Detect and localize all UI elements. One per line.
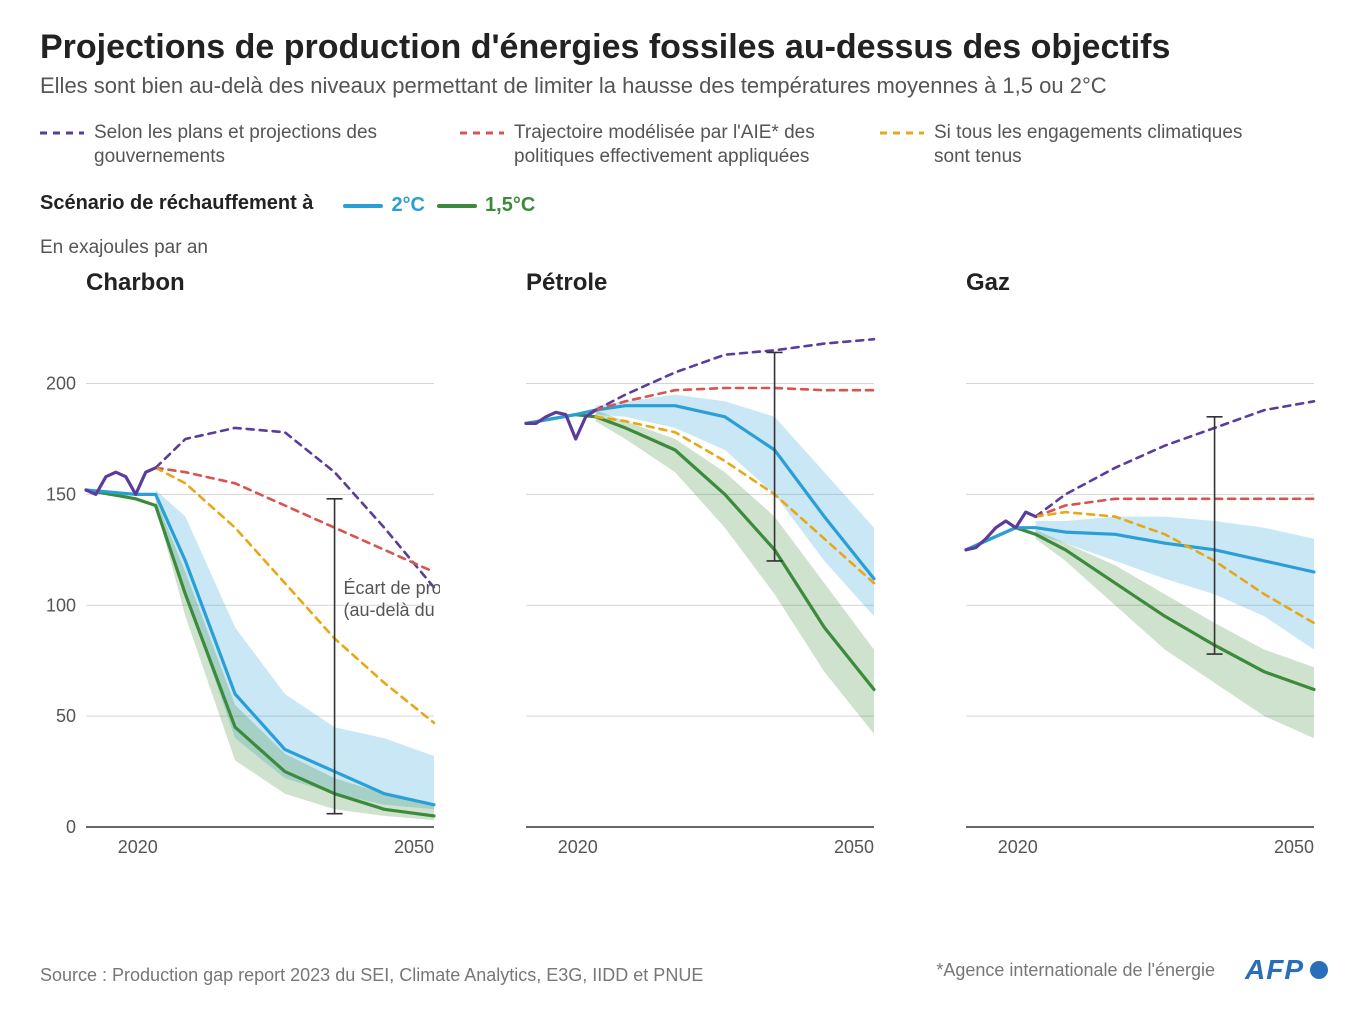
chart-svg: 2020 2050 xyxy=(480,307,880,867)
chart-title: Gaz xyxy=(966,269,1320,297)
legend-dashed-item: Si tous les engagements climatiques sont… xyxy=(880,121,1260,169)
chart-svg: Écart de production(au-delà du scénario … xyxy=(40,307,440,867)
chart-panel: Charbon Écart de production(au-delà du sc… xyxy=(40,269,440,872)
dash-swatch xyxy=(460,127,504,139)
chart-panel: Gaz 2020 2050 xyxy=(920,269,1320,872)
footnote-text: *Agence internationale de l'énergie xyxy=(936,960,1215,981)
legend-dashed-label: Trajectoire modélisée par l'AIE* des pol… xyxy=(514,121,840,169)
legend-dashed-item: Trajectoire modélisée par l'AIE* des pol… xyxy=(460,121,840,169)
legend-dashed-item: Selon les plans et projections des gouve… xyxy=(40,121,420,169)
page-subtitle: Elles sont bien au-delà des niveaux perm… xyxy=(40,73,1328,99)
legend-solid-intro: Scénario de réchauffement à xyxy=(40,192,313,215)
footer: Source : Production gap report 2023 du S… xyxy=(40,954,1328,986)
unit-label: En exajoules par an xyxy=(40,237,1328,259)
legend-solid: Scénario de réchauffement à 2°C 1,5°C xyxy=(40,191,1328,218)
y-tick-label: 50 xyxy=(56,706,76,726)
x-tick-label: 2020 xyxy=(998,837,1038,857)
afp-logo: AFP xyxy=(1245,954,1328,986)
y-tick-label: 150 xyxy=(46,484,76,504)
legend-solid-label: 1,5°C xyxy=(485,194,535,217)
chart-title: Pétrole xyxy=(526,269,880,297)
chart-svg: 2020 2050 xyxy=(920,307,1320,867)
source-text: Source : Production gap report 2023 du S… xyxy=(40,965,703,986)
afp-logo-dot xyxy=(1310,961,1328,979)
x-tick-label: 2050 xyxy=(394,837,434,857)
x-tick-label: 2020 xyxy=(118,837,158,857)
legend-solid-item: 1,5°C xyxy=(437,194,535,217)
y-tick-label: 200 xyxy=(46,374,76,394)
x-tick-label: 2050 xyxy=(1274,837,1314,857)
svg-text:(au-delà du scénario à +1,5°C): (au-delà du scénario à +1,5°C) xyxy=(344,600,440,620)
legend-dashed-label: Selon les plans et projections des gouve… xyxy=(94,121,420,169)
infographic-page: Projections de production d'énergies fos… xyxy=(0,0,1368,1010)
afp-logo-text: AFP xyxy=(1245,954,1304,986)
historical-line xyxy=(86,468,156,495)
legend-solid-label: 2°C xyxy=(391,194,425,217)
charts-row: Charbon Écart de production(au-delà du sc… xyxy=(40,269,1328,872)
legend-dashed: Selon les plans et projections des gouve… xyxy=(40,121,1328,169)
solid-swatch xyxy=(343,204,383,208)
x-tick-label: 2020 xyxy=(558,837,598,857)
y-tick-label: 0 xyxy=(66,817,76,837)
legend-solid-item: 2°C xyxy=(343,194,425,217)
page-title: Projections de production d'énergies fos… xyxy=(40,28,1328,67)
x-tick-label: 2050 xyxy=(834,837,874,857)
dash-swatch xyxy=(880,127,924,139)
y-tick-label: 100 xyxy=(46,595,76,615)
solid-swatch xyxy=(437,204,477,208)
chart-title: Charbon xyxy=(86,269,440,297)
legend-dashed-label: Si tous les engagements climatiques sont… xyxy=(934,121,1260,169)
chart-panel: Pétrole 2020 2050 xyxy=(480,269,880,872)
svg-text:Écart de production: Écart de production xyxy=(344,578,440,598)
dash-swatch xyxy=(40,127,84,139)
gap-annotation: Écart de production(au-delà du scénario … xyxy=(344,578,440,620)
